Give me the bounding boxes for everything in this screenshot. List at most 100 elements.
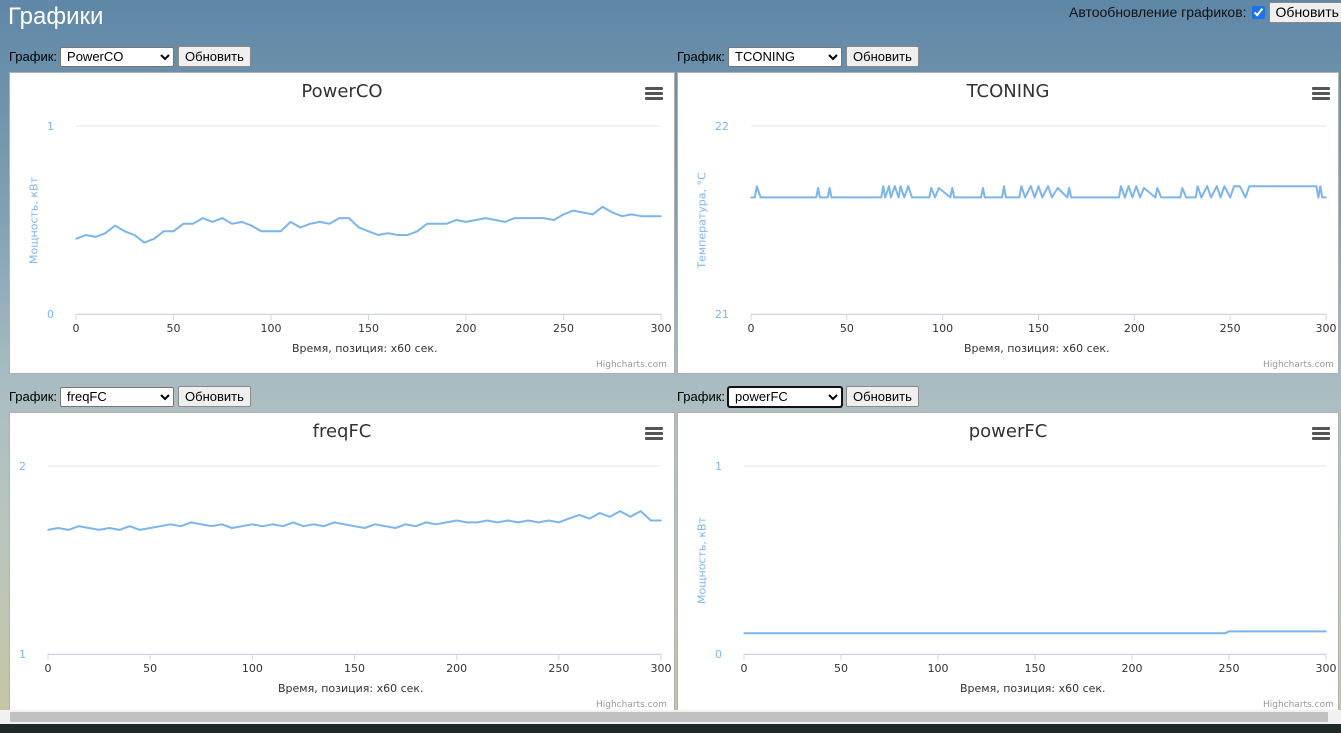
chart-select-label: График: [677, 389, 726, 404]
data-point [426, 223, 428, 225]
data-point [85, 234, 87, 236]
data-point [94, 236, 97, 238]
data-point [828, 187, 831, 189]
x-axis-title: Время, позиция: x60 сек. [278, 682, 424, 695]
data-point [202, 217, 204, 219]
scrollbar-thumb[interactable] [10, 712, 1328, 722]
data-point [192, 223, 194, 225]
data-point [533, 217, 536, 219]
data-point [323, 525, 325, 527]
highcharts-credits[interactable]: Highcharts.com [1263, 700, 1334, 710]
data-point [367, 230, 370, 233]
data-point [1210, 196, 1212, 199]
refresh-button-4[interactable]: Обновить [846, 386, 919, 407]
hamburger-menu-icon[interactable] [1312, 87, 1330, 101]
y-tick-label: 0 [47, 308, 54, 321]
highcharts-credits[interactable]: Highcharts.com [1263, 360, 1334, 370]
chart-control-1: График: PowerCO Обновить [9, 46, 251, 67]
chart-panel-powerfc: 0 1 0 50 100 150 200 250 300 powerFC Мощность, к… [677, 412, 1339, 712]
data-point [1321, 196, 1323, 199]
x-tick-label: 150 [1028, 322, 1049, 335]
x-tick-label: 50 [143, 662, 157, 675]
x-axis-title: Время, позиция: x60 сек. [964, 342, 1110, 355]
data-point [1286, 185, 1289, 187]
data-point [1319, 185, 1322, 187]
chart-control-2: График: TCONING Обновить [677, 46, 919, 67]
data-point [270, 230, 272, 233]
x-tick-label: 150 [344, 662, 365, 675]
data-point [77, 525, 80, 527]
data-point [601, 206, 604, 208]
data-point [348, 217, 350, 219]
chart-select-4[interactable]: powerFC [727, 385, 844, 408]
data-point [114, 224, 116, 227]
data-point [343, 523, 346, 526]
data-point [436, 223, 438, 225]
data-point [1296, 185, 1299, 187]
data-point [1229, 196, 1231, 199]
data-point [543, 217, 545, 219]
series-line [47, 510, 661, 531]
x-tick-label: 200 [1122, 662, 1143, 675]
x-tick-label: 200 [446, 662, 467, 675]
chart-select-3[interactable]: freqFC [60, 386, 175, 407]
data-point [830, 196, 833, 199]
data-point [562, 213, 565, 216]
y-tick-label: 2 [19, 460, 26, 473]
data-point [1194, 196, 1197, 199]
auto-refresh-control: Автообновление графиков: Обновить г [1069, 1, 1341, 23]
data-point [312, 523, 315, 526]
refresh-button-2[interactable]: Обновить [846, 46, 919, 67]
series-line [75, 205, 661, 244]
data-point [363, 527, 366, 529]
hamburger-menu-icon[interactable] [645, 427, 663, 441]
data-point [899, 185, 902, 187]
data-point [1005, 196, 1007, 199]
data-point [118, 529, 121, 531]
horizontal-scrollbar[interactable] [0, 710, 1341, 724]
data-point [1233, 185, 1235, 187]
data-point [631, 213, 633, 216]
data-point [261, 525, 264, 527]
hamburger-menu-icon[interactable] [1312, 427, 1330, 441]
data-point [743, 632, 745, 635]
data-point [455, 519, 458, 522]
data-point [880, 196, 883, 199]
data-point [934, 196, 936, 199]
data-point [476, 521, 478, 524]
auto-refresh-label: Автообновление графиков: [1069, 4, 1247, 20]
x-tick-label: 250 [1220, 322, 1241, 335]
data-point [319, 221, 321, 223]
y-tick-label: 22 [715, 120, 729, 133]
data-point [756, 185, 758, 187]
highcharts-credits[interactable]: Highcharts.com [596, 700, 667, 710]
auto-refresh-checkbox[interactable] [1251, 5, 1265, 19]
chart-svg: 0 1 0 50 100 150 200 250 300 [47, 120, 672, 335]
data-point [1244, 196, 1247, 199]
hamburger-menu-icon[interactable] [645, 87, 663, 101]
chart-select-2[interactable]: TCONING [728, 46, 843, 67]
data-point [1179, 196, 1182, 199]
refresh-all-button[interactable]: Обновить г [1268, 1, 1341, 23]
data-point [200, 523, 203, 526]
data-point [1124, 196, 1126, 199]
x-tick-label: 150 [358, 322, 379, 335]
data-point [815, 196, 817, 199]
chart-select-label: График: [677, 49, 726, 64]
data-point [1024, 196, 1026, 199]
data-point [558, 521, 560, 524]
data-point [88, 527, 90, 529]
data-point [517, 521, 519, 524]
data-point [621, 215, 623, 217]
data-point [890, 196, 892, 199]
refresh-button-3[interactable]: Обновить [178, 386, 251, 407]
data-point [250, 224, 253, 227]
data-point [231, 527, 233, 529]
highcharts-credits[interactable]: Highcharts.com [596, 360, 667, 370]
chart-svg: 21 22 0 50 100 150 200 250 300 [715, 120, 1337, 335]
x-tick-label: 300 [1316, 662, 1337, 675]
data-point [1252, 185, 1254, 187]
refresh-button-1[interactable]: Обновить [178, 46, 251, 67]
x-tick-label: 200 [1124, 322, 1145, 335]
chart-select-1[interactable]: PowerCO [60, 46, 175, 67]
